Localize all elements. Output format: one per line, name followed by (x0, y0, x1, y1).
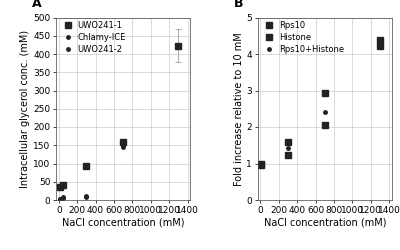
Text: A: A (32, 0, 42, 10)
Y-axis label: Fold increase relative to 10 mM: Fold increase relative to 10 mM (234, 32, 244, 186)
Text: B: B (234, 0, 243, 10)
X-axis label: NaCl concentration (mM): NaCl concentration (mM) (264, 217, 386, 227)
X-axis label: NaCl concentration (mM): NaCl concentration (mM) (62, 217, 184, 227)
Y-axis label: Intracellular glycerol conc. (mM): Intracellular glycerol conc. (mM) (20, 30, 30, 188)
Legend: Rps10, Histone, Rps10+Histone: Rps10, Histone, Rps10+Histone (259, 19, 346, 55)
Legend: UWO241-1, Chlamy-ICE, UWO241-2: UWO241-1, Chlamy-ICE, UWO241-2 (58, 19, 128, 55)
